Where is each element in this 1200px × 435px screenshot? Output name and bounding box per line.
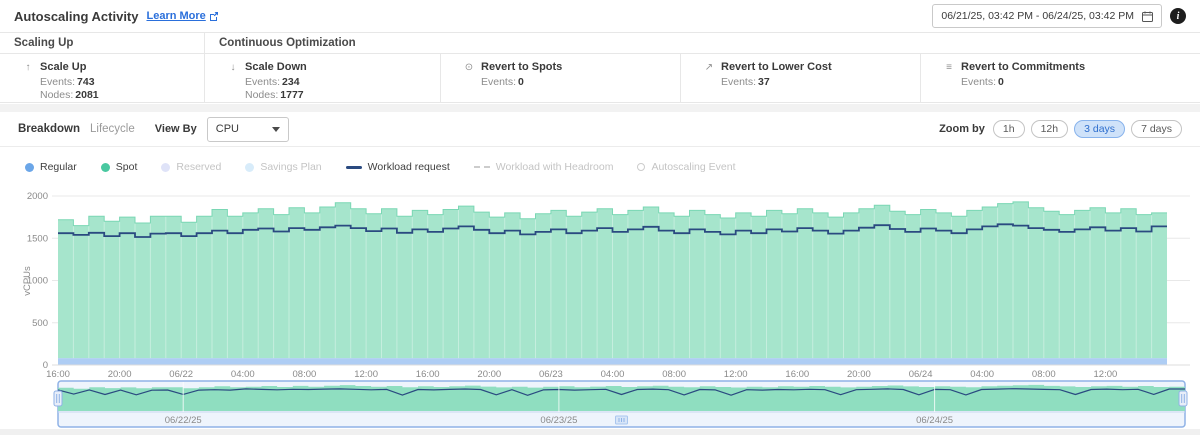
chevron-down-icon (271, 126, 280, 132)
main-area-chart[interactable]: 0 500 1000 1500 2000 vCPUs 16:00 20:00 06/22 04:0… (0, 182, 1200, 380)
chart-controls: Breakdown Lifecycle View By CPU Zoom by … (0, 112, 1200, 147)
metric-card-revert-to-lower-cost: ↗ Revert to Lower Cost Events: 37 (680, 54, 920, 102)
svg-text:04:00: 04:00 (231, 369, 255, 380)
metric-stat: Events: 234 (245, 76, 300, 88)
svg-text:12:00: 12:00 (724, 369, 748, 380)
continuous-optimization-group-title: Continuous Optimization (205, 33, 1200, 54)
zoom-option-7days[interactable]: 7 days (1131, 120, 1182, 138)
metric-label: Scale Down (245, 61, 307, 73)
legend-item-savings-plan[interactable]: Savings Plan (245, 161, 322, 173)
scale-down-arrow-icon: ↓ (230, 61, 236, 73)
svg-text:1000: 1000 (27, 276, 48, 287)
metric-label: Revert to Commitments (961, 61, 1086, 73)
svg-text:16:00: 16:00 (46, 369, 70, 380)
metric-card-scale-down: ↓ Scale Down Events: 234 Nodes: 1777 (205, 54, 440, 102)
legend-item-autoscaling-event[interactable]: Autoscaling Event (637, 161, 736, 173)
regular-swatch-icon (25, 162, 34, 172)
continuous-optimization-group: Continuous Optimization ↓ Scale Down Eve… (205, 33, 1200, 102)
date-range-value: 06/21/25, 03:42 PM - 06/24/25, 03:42 PM (941, 10, 1134, 22)
page-header: Autoscaling Activity Learn More 06/21/25… (0, 0, 1200, 32)
date-range-picker[interactable]: 06/21/25, 03:42 PM - 06/24/25, 03:42 PM (932, 4, 1162, 28)
legend-item-spot[interactable]: Spot (100, 161, 137, 173)
chart-legend: Regular Spot Reserved Savings Plan Workl… (25, 156, 1190, 178)
legend-item-workload-with-headroom[interactable]: Workload with Headroom (473, 161, 613, 173)
metric-stat: Events: 0 (481, 76, 524, 88)
zoom-option-3days[interactable]: 3 days (1074, 120, 1126, 138)
svg-text:20:00: 20:00 (847, 369, 871, 380)
autoscaling-event-ring-icon (637, 163, 646, 171)
metric-card-scale-up: ↑ Scale Up Events: 743 Nodes: 2081 (0, 54, 99, 102)
svg-text:0: 0 (43, 360, 48, 371)
navigator-scrollbar-grip[interactable] (615, 415, 628, 425)
savings-plan-swatch-icon (245, 162, 255, 172)
scaling-up-group-title: Scaling Up (0, 33, 204, 54)
reserved-swatch-icon (161, 162, 171, 172)
zoom-option-12h[interactable]: 12h (1030, 120, 1069, 138)
svg-text:06/23: 06/23 (539, 369, 563, 380)
navigator-brush-chart[interactable]: 06/22/25 06/23/25 06/24/25 (0, 380, 1200, 429)
svg-text:08:00: 08:00 (662, 369, 686, 380)
svg-text:12:00: 12:00 (1094, 369, 1118, 380)
svg-text:06/24/25: 06/24/25 (916, 415, 953, 426)
metric-card-revert-to-spots: ⊙ Revert to Spots Events: 0 (440, 54, 680, 102)
tab-lifecycle[interactable]: Lifecycle (90, 123, 135, 135)
lower-cost-icon: ↗ (704, 61, 714, 73)
svg-text:06/22: 06/22 (169, 369, 193, 380)
svg-text:08:00: 08:00 (293, 369, 317, 380)
svg-text:vCPUs: vCPUs (22, 266, 33, 296)
svg-text:500: 500 (32, 318, 48, 329)
navigator-left-handle[interactable] (53, 390, 63, 407)
svg-text:20:00: 20:00 (108, 369, 132, 380)
spot-icon: ⊙ (464, 61, 474, 73)
section-divider-band (0, 104, 1200, 112)
metric-stat: Nodes: 2081 (40, 89, 99, 101)
learn-more-link[interactable]: Learn More (146, 10, 218, 22)
zoom-option-1h[interactable]: 1h (992, 120, 1025, 138)
view-by-value: CPU (215, 123, 239, 135)
svg-text:16:00: 16:00 (416, 369, 440, 380)
metric-stat: Nodes: 1777 (245, 89, 304, 101)
svg-text:12:00: 12:00 (354, 369, 378, 380)
view-by-label: View By (154, 123, 197, 135)
bottom-strip (0, 429, 1200, 435)
legend-item-workload-request[interactable]: Workload request (345, 161, 450, 173)
scale-up-arrow-icon: ↑ (25, 61, 31, 73)
commitments-icon: ≡ (946, 61, 952, 73)
svg-text:04:00: 04:00 (601, 369, 625, 380)
legend-item-reserved[interactable]: Reserved (161, 161, 221, 173)
headroom-dashed-line-icon (473, 166, 490, 168)
metric-stat: Events: 37 (721, 76, 770, 88)
metric-label: Scale Up (40, 61, 87, 73)
navigator-right-handle[interactable] (1178, 390, 1188, 407)
zoom-by-label: Zoom by (939, 123, 985, 135)
svg-text:2000: 2000 (27, 191, 48, 202)
svg-text:20:00: 20:00 (477, 369, 501, 380)
legend-item-regular[interactable]: Regular (25, 161, 77, 173)
metric-stat: Events: 743 (40, 76, 95, 88)
metrics-panel: Scaling Up ↑ Scale Up Events: 743 Nodes: 2… (0, 32, 1200, 103)
info-icon[interactable]: i (1170, 8, 1186, 24)
metric-label: Revert to Spots (481, 61, 563, 73)
view-by-select[interactable]: CPU (206, 116, 289, 142)
svg-text:06/23/25: 06/23/25 (540, 415, 577, 426)
metric-label: Revert to Lower Cost (721, 61, 832, 73)
spot-swatch-icon (100, 162, 110, 172)
metric-card-revert-to-commitments: ≡ Revert to Commitments Events: 0 (920, 54, 1200, 102)
metric-stat: Events: 0 (961, 76, 1004, 88)
learn-more-label: Learn More (146, 10, 206, 22)
tab-breakdown[interactable]: Breakdown (18, 123, 80, 135)
svg-text:06/24: 06/24 (909, 369, 933, 380)
svg-text:08:00: 08:00 (1032, 369, 1056, 380)
scaling-up-group: Scaling Up ↑ Scale Up Events: 743 Nodes: 2… (0, 33, 205, 102)
workload-request-line-icon (345, 165, 362, 169)
svg-text:04:00: 04:00 (970, 369, 994, 380)
external-link-icon (209, 11, 219, 21)
svg-text:06/22/25: 06/22/25 (165, 415, 202, 426)
svg-text:1500: 1500 (27, 233, 48, 244)
svg-text:16:00: 16:00 (785, 369, 809, 380)
calendar-icon (1142, 11, 1153, 22)
page-title: Autoscaling Activity (14, 8, 139, 24)
